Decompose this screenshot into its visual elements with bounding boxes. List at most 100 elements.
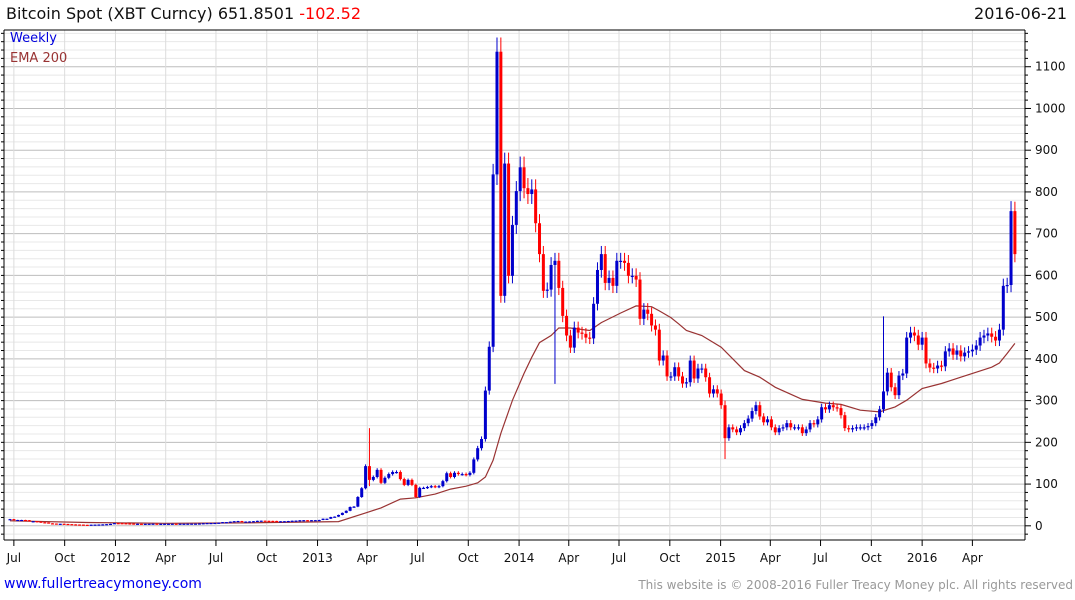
candle [986, 327, 990, 342]
candle [862, 424, 866, 431]
candle [97, 524, 101, 526]
candle [673, 362, 677, 381]
candle [464, 472, 468, 477]
candle [615, 252, 619, 294]
site-link[interactable]: www.fullertreacymoney.com [4, 576, 202, 592]
candle-body [677, 367, 681, 377]
candle-body [433, 486, 437, 488]
candle-body [39, 521, 43, 523]
candle [885, 368, 889, 396]
candle [306, 520, 310, 522]
candle [78, 524, 82, 526]
candle-body [549, 264, 553, 290]
candle-body [105, 524, 109, 526]
candle [139, 523, 143, 525]
y-tick-label: 500 [1035, 310, 1058, 324]
candle [47, 522, 51, 524]
candle [646, 303, 650, 321]
candle [155, 523, 159, 525]
candle-body [437, 486, 441, 488]
candle-body [12, 519, 16, 521]
candle-body [568, 335, 572, 348]
candle [348, 506, 352, 512]
candles [8, 37, 1017, 526]
candle [124, 523, 128, 525]
candle [182, 523, 186, 525]
candle-body [526, 188, 530, 195]
candle [688, 355, 692, 387]
candle-body [81, 524, 85, 526]
candle-body [228, 521, 232, 523]
candle-body [974, 345, 978, 350]
candle-body [128, 523, 132, 525]
candle [619, 252, 623, 269]
candle [530, 179, 534, 204]
candle [653, 319, 657, 336]
candle [777, 425, 781, 436]
candle-body [557, 260, 561, 288]
candle [715, 385, 719, 398]
candle [81, 524, 85, 526]
candle-body [78, 524, 82, 526]
candle [20, 519, 24, 522]
candle [967, 346, 971, 358]
candle-body [681, 376, 685, 384]
candle [480, 436, 484, 451]
candle [452, 471, 456, 479]
candle-body [62, 523, 66, 525]
candle [360, 487, 364, 498]
x-tick-label: Jul [611, 551, 626, 565]
candle [379, 468, 383, 485]
candle-body [808, 423, 812, 430]
candle [325, 518, 329, 520]
candle-body [866, 426, 870, 428]
candle [352, 506, 356, 508]
candle [584, 328, 588, 344]
candle [951, 343, 955, 360]
candle [483, 386, 487, 442]
candle [522, 156, 526, 199]
candle-body [155, 523, 159, 525]
candle-body [800, 427, 804, 434]
candle [441, 479, 445, 488]
candle [425, 485, 429, 489]
candle-body [642, 309, 646, 319]
candle-body [727, 427, 731, 439]
candle [35, 521, 39, 523]
x-tick-label: 2016 [907, 551, 938, 565]
candle-body [638, 279, 642, 319]
candle [912, 326, 916, 342]
candle-body [221, 522, 225, 524]
candle-body [271, 520, 275, 523]
candle [120, 523, 124, 525]
candle [31, 521, 35, 523]
candle-body [298, 520, 302, 522]
ema-layer [9, 305, 1016, 524]
candle [681, 371, 685, 388]
candle-body [851, 428, 855, 430]
candle [626, 254, 630, 284]
candle-body [491, 174, 495, 347]
candle [329, 516, 333, 519]
candle-body [414, 484, 418, 498]
candle-body [742, 423, 746, 429]
candle-body [970, 349, 974, 352]
candle-body [317, 519, 321, 522]
candle [758, 401, 762, 420]
candle [12, 518, 16, 521]
candle-body [696, 368, 700, 379]
candle-body [51, 523, 55, 525]
candle-body [611, 277, 615, 286]
candle [85, 524, 89, 526]
candle-body [831, 405, 835, 408]
candle [518, 156, 522, 202]
candle [557, 252, 561, 296]
candle [750, 407, 754, 422]
candle [704, 363, 708, 382]
candle [677, 362, 681, 381]
candle-body [23, 519, 27, 522]
candle-body [255, 520, 259, 523]
candle [568, 329, 572, 353]
grid [4, 30, 1025, 540]
